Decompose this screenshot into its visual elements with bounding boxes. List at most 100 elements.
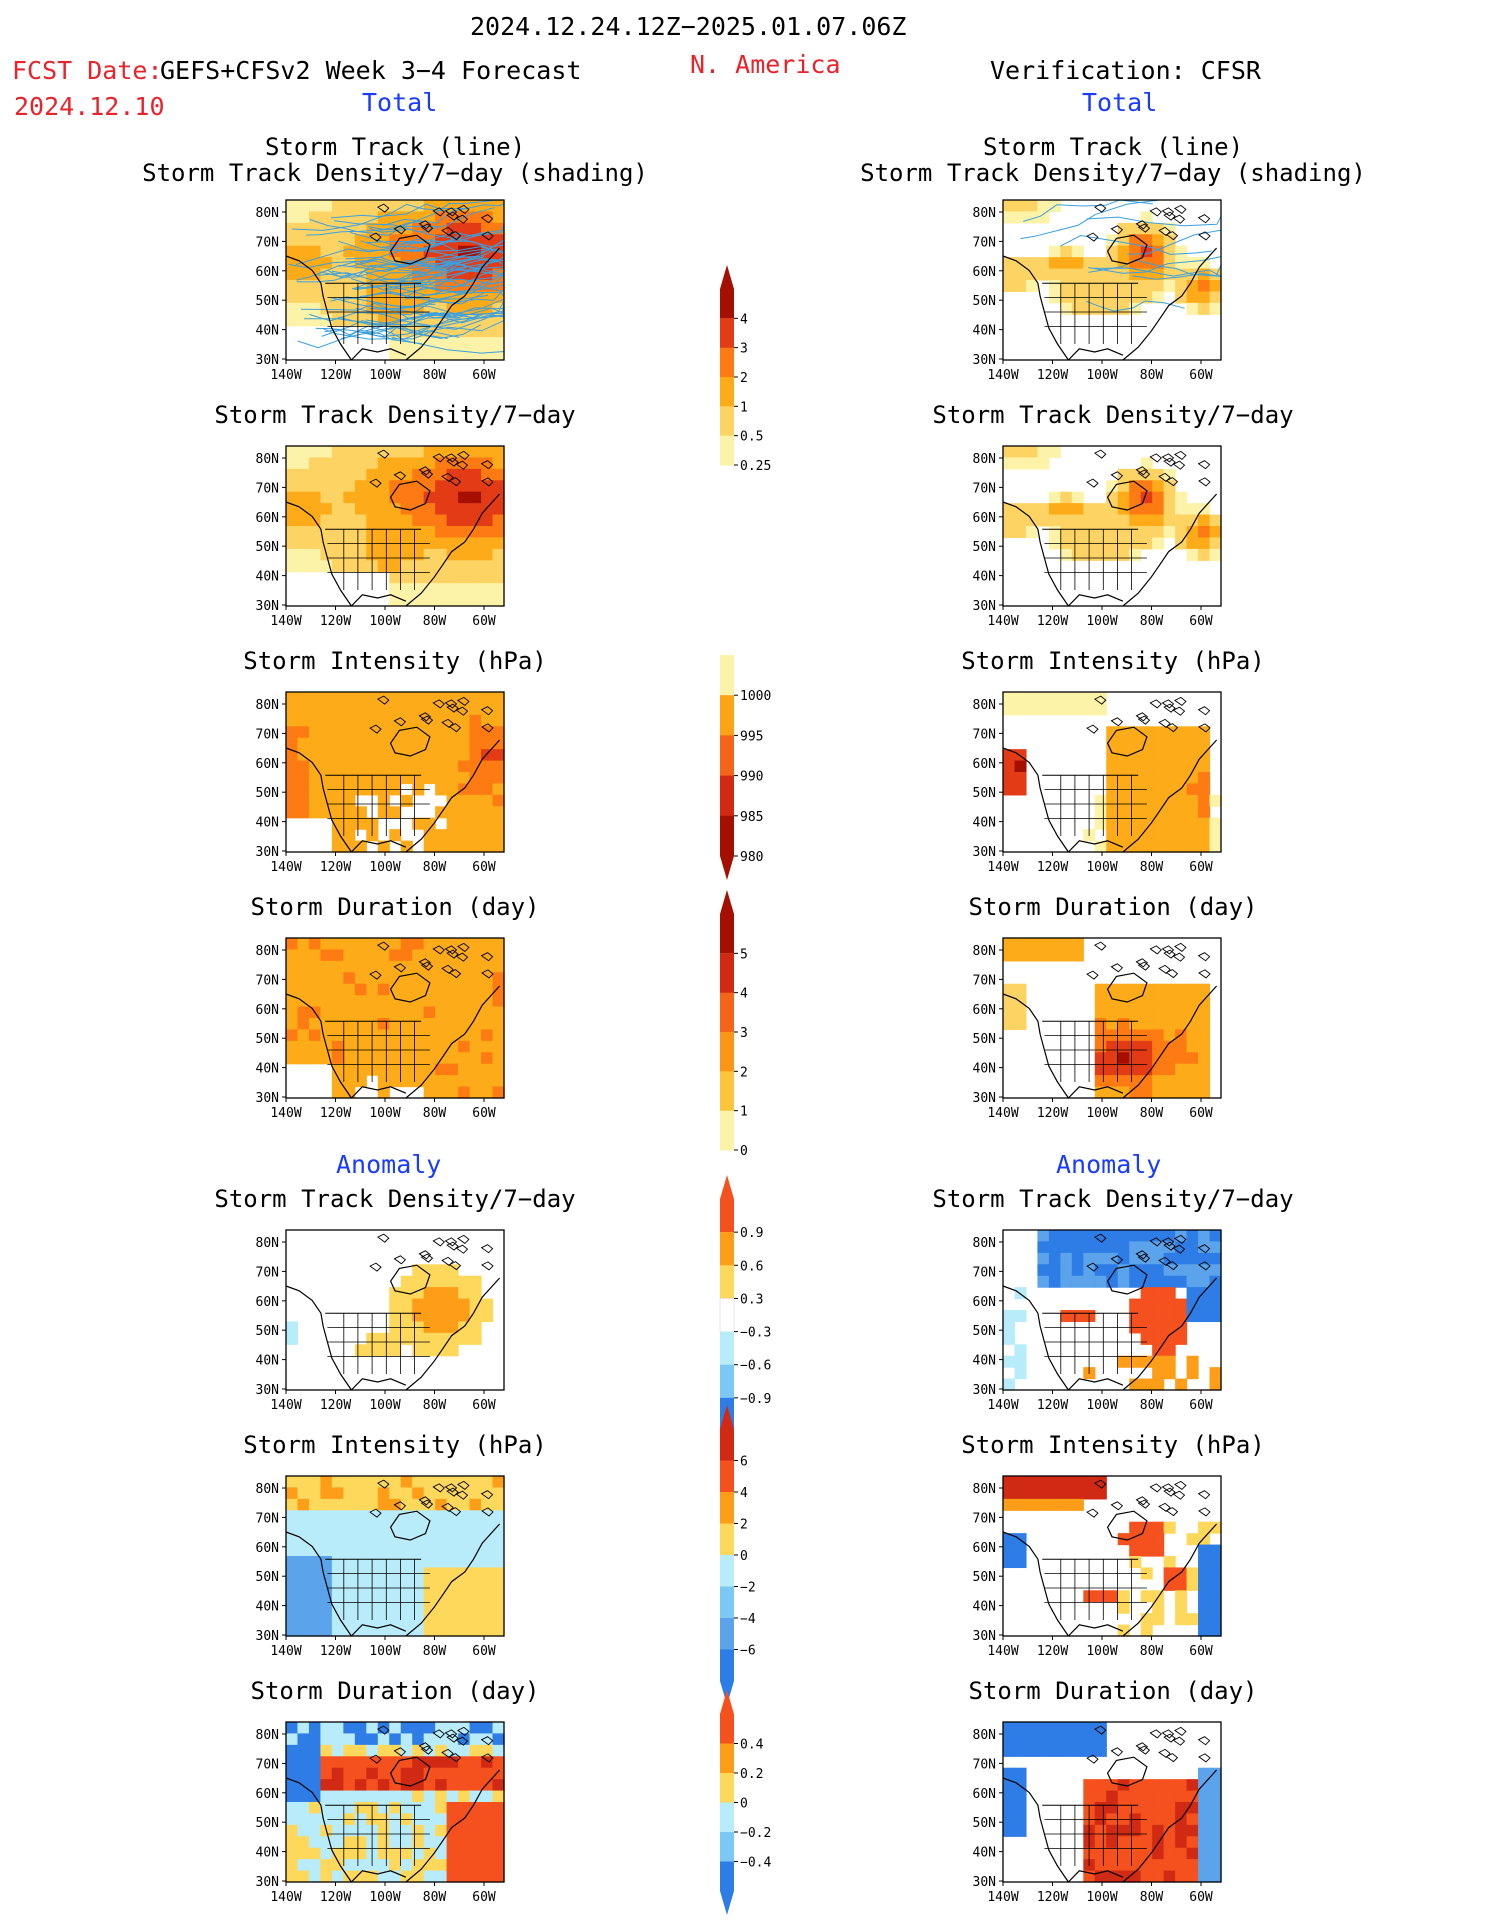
shading-cell [343,1722,356,1735]
shading-cell [1186,1870,1199,1883]
shading-cell [297,972,310,985]
lat-tick-label: 70N [256,481,279,496]
shading-cell [1140,760,1153,773]
shading-cell [469,1744,482,1757]
colorbar-label: 2 [740,1518,748,1533]
colorbar-segment [720,1618,734,1650]
shading-cell [412,1859,425,1872]
shading-cell [286,960,299,973]
lon-tick-label: 120W [320,1106,351,1121]
storm-track-line [1020,199,1160,240]
colorbar-segment [720,265,734,319]
shading-cell [1106,1252,1119,1265]
shading-cell [308,1521,322,1534]
shading-cell [1140,1075,1153,1088]
colorbar-label: 1 [740,400,748,415]
shading-cell [1048,491,1061,504]
shading-cell [469,692,482,705]
lat-tick-label: 60N [973,1295,996,1310]
shading-cell [1209,1779,1222,1792]
shading-cell [412,1275,425,1288]
shading-cell [446,446,459,459]
shading-cell [1175,514,1188,527]
shading-cell [297,949,310,962]
shading-cell [297,1836,310,1849]
shading-cell [1152,1040,1165,1053]
shading-cell [458,1063,471,1076]
shading-cell [412,1613,425,1626]
storm-track-line [351,256,485,289]
shading-cell [481,794,494,807]
shading-cell [1014,1367,1027,1380]
shading-cell [366,949,379,962]
lat-tick-label: 50N [973,1032,996,1047]
shading-cell [297,537,310,550]
lon-tick-label: 60W [472,614,496,629]
map-frame [1002,691,1222,853]
storm-track-line [315,317,461,338]
shading-cell [446,1310,459,1323]
shading-cell [400,1544,413,1557]
shading-cell [1209,1544,1222,1557]
shading-cell [1003,783,1016,796]
shading-cell [1198,840,1211,853]
colorbar-segment [720,347,734,378]
shading-cell [446,1029,459,1042]
shading-cell [435,1018,448,1031]
shading-cell [1140,1870,1153,1883]
shading-cell [297,1578,310,1591]
shading-cell [320,1847,333,1860]
shading-cell [1186,1241,1199,1254]
shading-cell [423,972,436,985]
shading-cell [297,703,310,716]
shading-cell [481,1487,494,1500]
shading-cell [389,1344,402,1357]
shading-cell [469,1567,482,1580]
shading-cell [308,1870,322,1883]
shading-cell [354,983,367,996]
shading-cell [354,995,367,1008]
shading-cell [400,446,413,459]
shading-cell [389,726,402,739]
shading-cell [366,503,379,516]
shading-cell [377,1601,390,1614]
shading-cell [1163,1567,1176,1580]
lon-tick-label: 60W [1189,1890,1213,1905]
shading-cell [320,995,333,1008]
shading-cell [1175,737,1188,750]
shading-cell [320,1613,333,1626]
lat-tick-label: 60N [973,511,996,526]
shading-cell [1198,1544,1211,1557]
shading-cell [1117,840,1130,853]
shading-cell [435,1556,448,1569]
lat-tick-label: 50N [973,1324,996,1339]
shading-cell [308,772,322,785]
shading-cell [1048,1744,1061,1757]
shading-cell [377,995,390,1008]
shading-cell [308,1040,322,1053]
shading-cell [412,560,425,573]
lon-tick-label: 120W [320,368,351,383]
shading-cell [354,1613,367,1626]
shading-cell [469,1590,482,1603]
shading-cell [400,1836,413,1849]
shading-cell [435,491,448,504]
lat-tick-label: 30N [973,353,996,368]
shading-cell [435,1601,448,1614]
shading-cell [1094,995,1107,1008]
shading-cell [435,1006,448,1019]
verification-panel-density_tracks: Storm Track (line) Storm Track Density/7−… [860,130,1366,400]
shading-cell [423,1733,436,1746]
shading-cell [343,1556,356,1569]
shading-cell [1175,1824,1188,1837]
shading-cell [492,737,505,750]
shading-cell [308,1052,322,1065]
shading-cell [343,1590,356,1603]
shading-cell [1186,995,1199,1008]
shading-cell [492,594,505,607]
shading-cell [1175,1040,1188,1053]
lon-tick-label: 100W [1086,1398,1117,1413]
shading-cell [1037,268,1050,281]
shading-cell [1094,1075,1107,1088]
lon-tick-label: 140W [987,1890,1018,1905]
